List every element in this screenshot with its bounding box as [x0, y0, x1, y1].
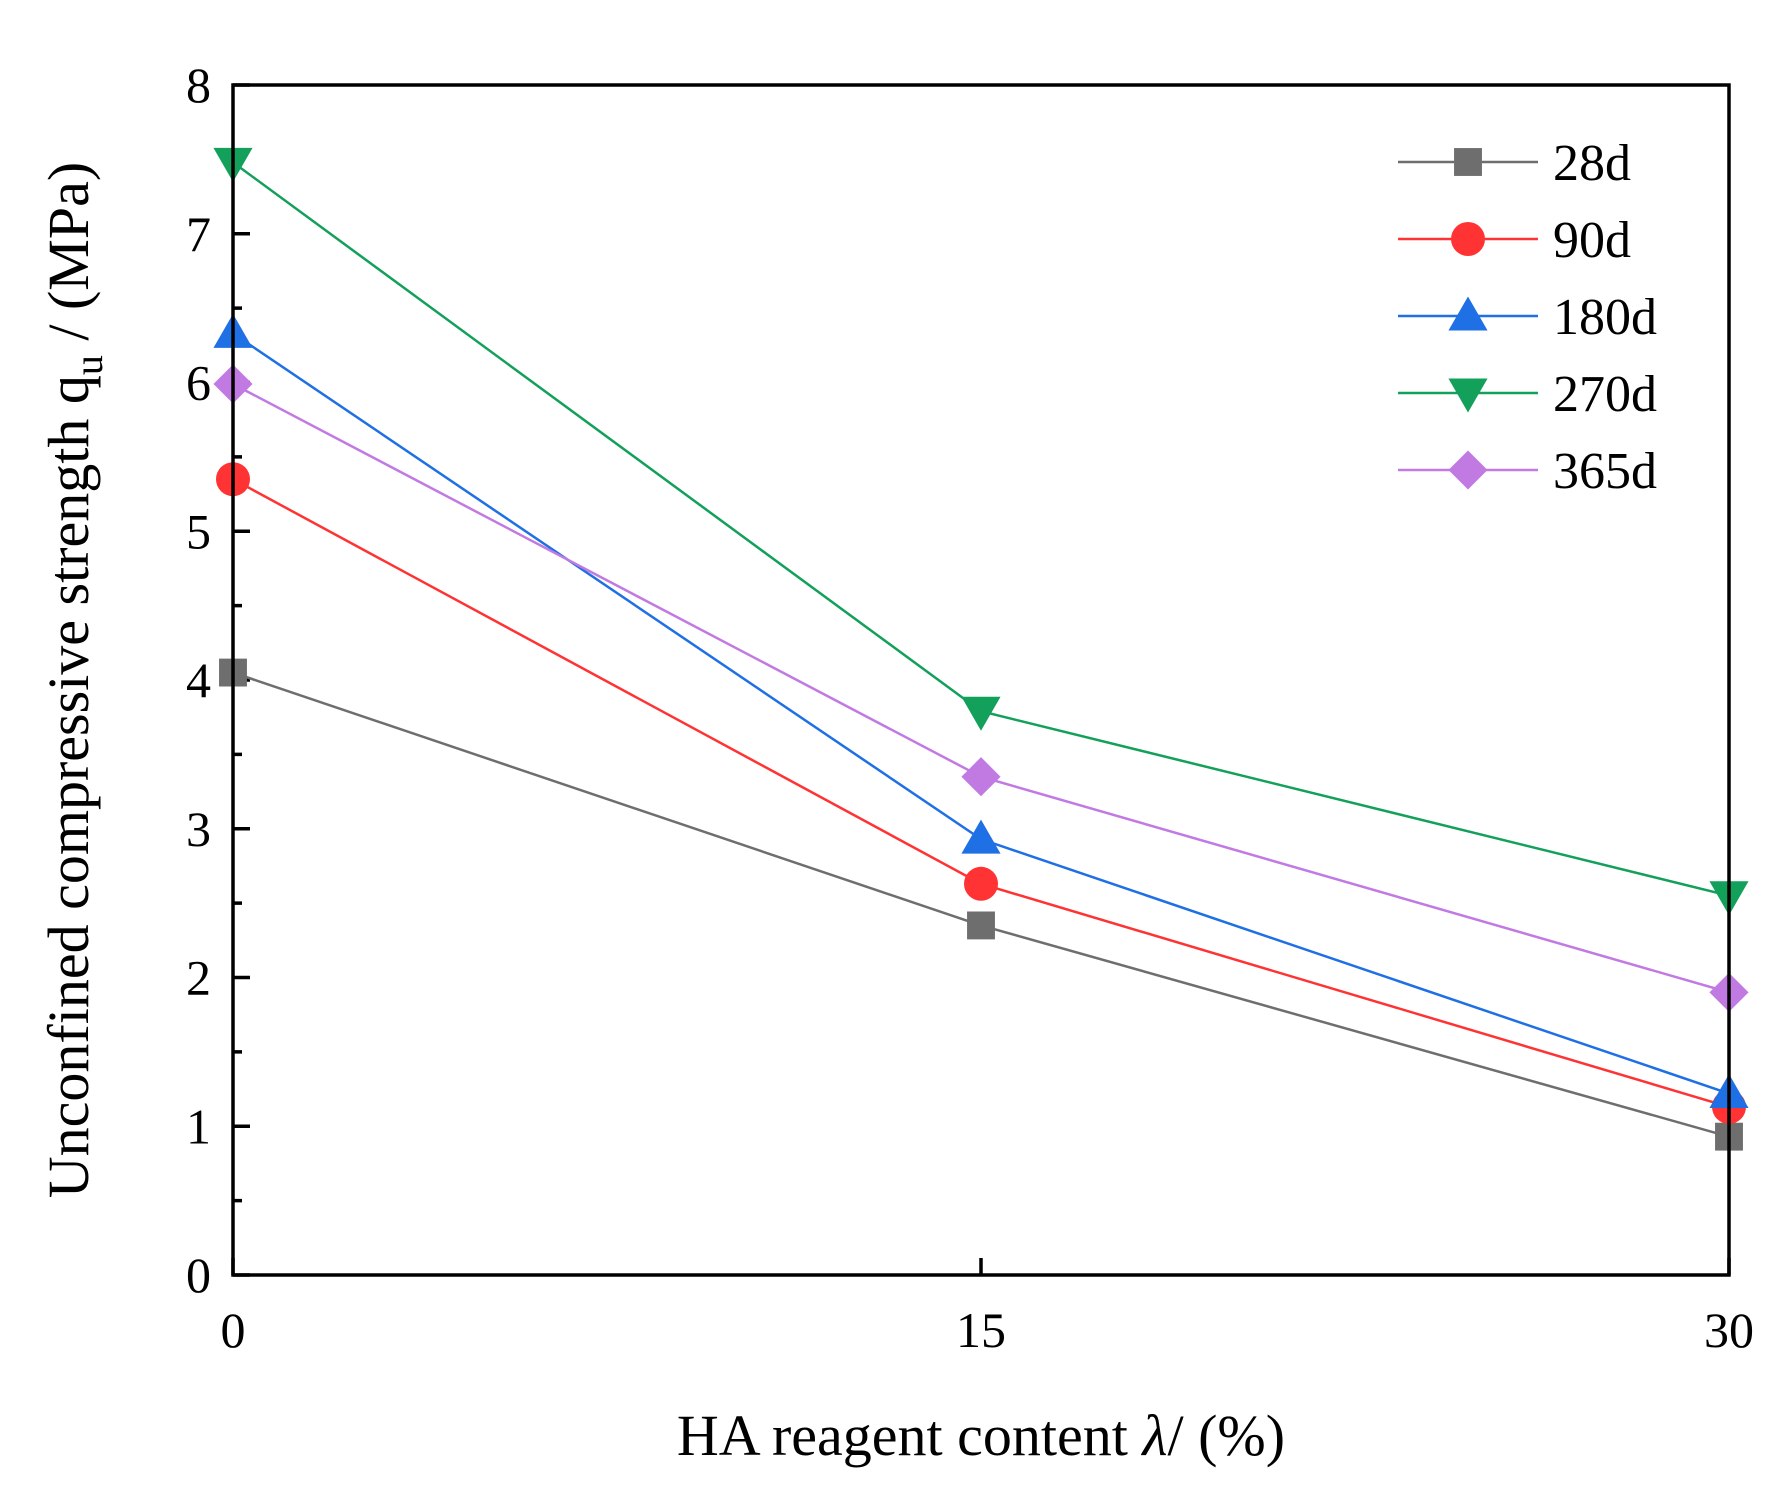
y-tick-label: 3 [186, 801, 211, 857]
y-tick-label: 2 [186, 950, 211, 1006]
y-tick-label: 8 [186, 57, 211, 113]
y-tick-label: 5 [186, 503, 211, 559]
legend-marker-28d [1454, 148, 1482, 176]
data-point-365d [961, 757, 1001, 797]
y-tick-label: 1 [186, 1098, 211, 1154]
x-axis-title: HA reagent content λ/ (%) [677, 1403, 1285, 1468]
x-tick-label: 0 [221, 1302, 246, 1358]
legend-marker-90d [1451, 222, 1485, 256]
y-axis-title: Unconfined compressive strength qu / (MP… [36, 162, 111, 1198]
series-line-28d [232, 671, 1730, 1138]
x-tick-label: 30 [1704, 1302, 1754, 1358]
series-lines [232, 161, 1730, 1138]
y-tick-label: 6 [186, 355, 211, 411]
legend-label-270d: 270d [1553, 366, 1657, 423]
legend-label-90d: 90d [1553, 212, 1631, 269]
data-point-270d [961, 696, 1001, 731]
axis-ticks [231, 83, 1731, 1277]
x-tick-label: 15 [956, 1302, 1006, 1358]
legend-label-365d: 365d [1553, 443, 1657, 500]
series-markers [213, 147, 1749, 1151]
legend-label-180d: 180d [1553, 289, 1657, 346]
legend-marker-270d [1448, 378, 1488, 413]
legend: 28d 90d 180d 270d 365d [1398, 135, 1657, 500]
series-line-365d [232, 382, 1730, 994]
plot-frame [231, 83, 1731, 1277]
data-point-28d [967, 911, 995, 940]
y-tick-label: 4 [186, 652, 211, 708]
legend-marker-365d [1448, 450, 1488, 490]
data-point-180d [961, 819, 1001, 854]
legend-marker-180d [1448, 296, 1488, 331]
y-tick-label: 7 [186, 206, 211, 262]
legend-label-28d: 28d [1553, 135, 1631, 192]
y-tick-label: 0 [186, 1247, 211, 1303]
data-point-90d [964, 866, 998, 901]
axis-tick-labels: 0 1 2 3 4 5 6 7 8 0 15 30 [186, 57, 1754, 1358]
